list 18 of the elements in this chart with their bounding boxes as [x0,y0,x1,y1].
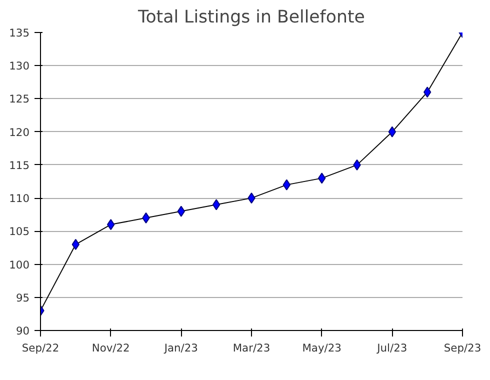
chart-title: Total Listings in Bellefonte [137,8,365,28]
y-tick-label: 130 [9,60,30,73]
x-tick-label: Jul/23 [376,342,408,354]
x-tick-label: May/23 [302,342,342,354]
y-tick-label: 95 [16,291,30,304]
y-tick-label: 110 [9,192,30,206]
y-tick-label: 100 [9,258,30,272]
x-tick-label: Sep/23 [444,342,482,354]
x-tick-label: Sep/22 [22,342,60,354]
y-tick-label: 105 [9,225,30,238]
y-tick-label: 90 [16,324,30,338]
y-tick-label: 125 [9,92,30,106]
x-tick-label: Mar/23 [232,342,270,354]
y-tick-label: 120 [9,126,30,139]
y-tick-label: 135 [9,26,30,40]
x-tick-label: Jan/23 [163,342,198,354]
x-tick-label: Nov/22 [92,342,130,354]
y-tick-label: 115 [9,158,30,172]
